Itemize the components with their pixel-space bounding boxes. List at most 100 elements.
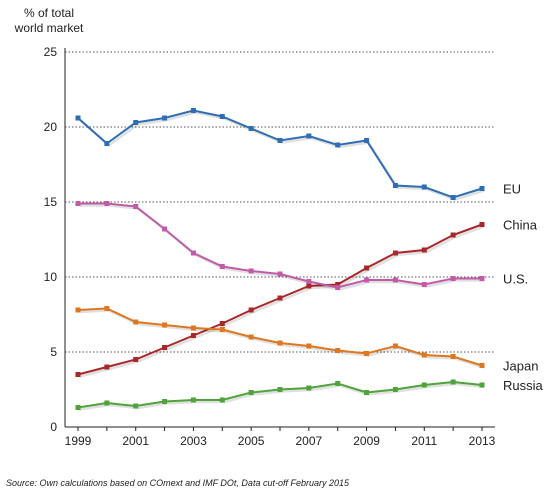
data-point-china <box>450 232 456 238</box>
data-point-russia <box>364 390 370 395</box>
y-tick-label: 20 <box>44 120 58 134</box>
data-point-russia <box>75 405 81 410</box>
data-point-u-s <box>277 271 283 277</box>
y-axis-title: % of total world market <box>4 6 94 36</box>
x-tick-label: 2003 <box>180 434 207 448</box>
data-point-eu <box>450 195 456 200</box>
data-point-eu <box>392 183 398 188</box>
data-point-china <box>306 283 312 289</box>
data-point-u-s <box>133 204 139 209</box>
data-point-japan <box>450 354 456 359</box>
data-point-eu <box>219 114 225 119</box>
x-tick-label: 2011 <box>411 434 437 448</box>
data-point-china <box>392 250 398 256</box>
data-point-u-s <box>190 250 196 256</box>
data-point-china <box>335 282 341 287</box>
x-tick-label: 2005 <box>238 434 265 448</box>
data-point-japan <box>133 319 139 325</box>
data-point-eu <box>364 138 370 143</box>
data-point-japan <box>392 343 398 349</box>
data-point-china <box>479 222 485 227</box>
data-point-u-s <box>248 268 254 274</box>
data-point-eu <box>162 115 168 121</box>
source-note: Source: Own calculations based on COmext… <box>6 478 349 488</box>
data-point-china <box>104 364 110 370</box>
data-point-u-s <box>392 277 398 283</box>
data-point-japan <box>421 352 427 358</box>
series-line-russia <box>77 380 483 409</box>
series-label-china: China <box>503 218 538 233</box>
data-point-russia <box>219 397 225 403</box>
data-point-u-s <box>75 201 81 206</box>
series-label-japan: Japan <box>503 359 538 374</box>
data-point-u-s <box>219 264 225 269</box>
data-point-japan <box>162 322 168 328</box>
data-point-russia <box>421 382 427 388</box>
data-point-russia <box>392 387 398 392</box>
series-line-japan <box>77 307 483 367</box>
series-label-eu: EU <box>503 182 521 197</box>
data-point-japan <box>75 307 81 313</box>
x-tick-label: 1999 <box>65 434 92 448</box>
data-point-u-s <box>306 279 312 284</box>
y-tick-label: 10 <box>44 270 58 284</box>
data-point-eu <box>306 133 312 139</box>
data-point-eu <box>248 126 254 131</box>
data-point-japan <box>306 343 312 349</box>
data-point-u-s <box>479 276 485 281</box>
data-point-u-s <box>162 226 168 232</box>
data-point-russia <box>450 379 456 385</box>
data-point-eu <box>335 142 341 148</box>
data-point-japan <box>277 340 283 346</box>
x-tick-label: 2001 <box>122 434 149 448</box>
series-label-u-s: U.S. <box>503 272 528 287</box>
data-point-eu <box>190 108 196 113</box>
data-point-japan <box>248 334 254 340</box>
data-point-russia <box>190 397 196 403</box>
data-point-russia <box>277 387 283 392</box>
data-point-eu <box>75 115 81 121</box>
data-point-eu <box>277 138 283 143</box>
data-point-china <box>190 333 196 338</box>
x-tick-label: 2013 <box>469 434 496 448</box>
data-point-eu <box>104 141 110 146</box>
data-point-russia <box>162 399 168 404</box>
data-point-russia <box>248 390 254 395</box>
data-point-china <box>421 247 427 253</box>
data-point-china <box>219 321 225 326</box>
data-point-eu <box>421 184 427 190</box>
data-point-japan <box>190 325 196 331</box>
data-point-china <box>162 345 168 350</box>
data-point-japan <box>335 348 341 353</box>
y-tick-label: 0 <box>50 420 57 434</box>
data-point-china <box>133 357 139 362</box>
y-axis-title-line-1: % of total <box>23 6 75 20</box>
data-point-china <box>277 295 283 301</box>
x-tick-label: 2009 <box>353 434 380 448</box>
data-point-u-s <box>450 276 456 281</box>
series-label-russia: Russia <box>503 378 544 393</box>
data-point-russia <box>306 385 312 391</box>
data-point-china <box>75 372 81 377</box>
data-point-u-s <box>421 282 427 287</box>
market-share-line-chart: 0 5 10 15 20 25 1999 2001 2003 2005 2007 2009 2011 20… <box>44 45 544 448</box>
data-point-eu <box>479 186 485 191</box>
data-point-u-s <box>335 285 341 290</box>
y-tick-label: 25 <box>44 45 58 59</box>
data-point-china <box>248 307 254 313</box>
data-point-japan <box>364 351 370 356</box>
y-axis-title-line-2: world market <box>14 21 84 35</box>
data-point-russia <box>335 381 341 386</box>
data-point-u-s <box>104 201 110 206</box>
data-point-russia <box>104 400 110 406</box>
data-point-china <box>364 265 370 271</box>
data-point-russia <box>479 382 485 388</box>
data-point-japan <box>104 306 110 311</box>
data-point-russia <box>133 403 139 409</box>
data-point-u-s <box>364 277 370 283</box>
y-tick-label: 15 <box>44 195 58 209</box>
data-point-eu <box>133 120 139 125</box>
data-point-japan <box>479 363 485 368</box>
y-tick-label: 5 <box>50 345 57 359</box>
x-tick-label: 2007 <box>296 434 323 448</box>
